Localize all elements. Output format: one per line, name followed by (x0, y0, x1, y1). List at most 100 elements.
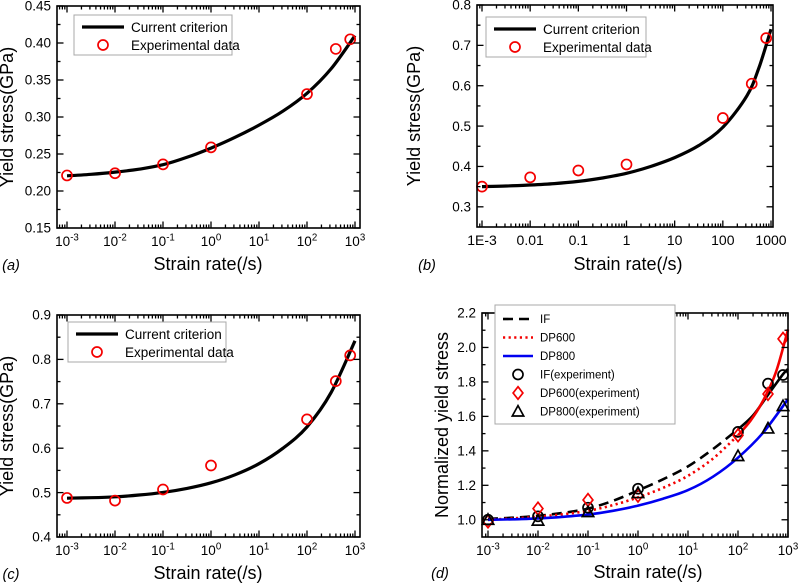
panel-c-tick-labels: 10-3 10-2 10-1 100 101 102 103 0.4 0.5 0.6 0.7 0.8 0… (32, 308, 365, 558)
x-tick-label: 100 (201, 232, 222, 249)
triangle-marker-icon (510, 403, 526, 417)
series-line (66, 340, 357, 500)
triangle-marker-icon (730, 448, 746, 462)
circle-marker-icon (760, 32, 773, 44)
circle-marker-icon (61, 492, 73, 504)
y-tick-label: 1.4 (457, 444, 476, 459)
circle-marker-icon (532, 510, 544, 523)
x-tick-label: 100 (201, 541, 222, 558)
panel-letter: (b) (418, 258, 436, 274)
x-tick-label: 1 (623, 232, 631, 248)
panel-b-series (476, 28, 773, 193)
legend-label: IF (540, 314, 550, 326)
x-tick-label: 10-2 (103, 541, 127, 558)
circle-marker-icon (205, 459, 217, 472)
circle-marker-icon (512, 368, 524, 381)
circle-marker-icon (620, 158, 633, 171)
panel-a-legend: Current criterion Experimental data (73, 14, 240, 56)
x-tick-label: 101 (249, 232, 269, 249)
x-tick-label: 1000 (755, 232, 786, 248)
circle-marker-icon (716, 112, 729, 124)
y-tick-label: 1.0 (457, 512, 476, 527)
chart-b-canvas: 1E-3 0.01 0.1 1 10 100 1000 0.3 0.4 0.5 0.6 0.7 0.8 C… (400, 0, 800, 292)
circle-marker-icon (509, 41, 521, 53)
chart-c-canvas: 10-3 10-2 10-1 100 101 102 103 0.4 0.5 0.6 0.7 0.8 0… (0, 292, 400, 584)
x-tick-label: 0.01 (517, 232, 544, 248)
panel-c-axes (56, 314, 361, 538)
x-axis-label: Strain rate(/s) (153, 563, 262, 583)
panel-a: 10-3 10-2 10-1 100 101 102 103 0.15 0.20 0.25 0.30… (0, 0, 400, 292)
x-tick-label: 10-2 (526, 541, 550, 558)
y-tick-label: 0.30 (25, 110, 51, 125)
panel-d-titles: Strain rate(/s) Normalized yield stress (d… (431, 332, 702, 582)
triangle-marker-icon (760, 420, 776, 434)
legend-label: IF(experiment) (540, 370, 615, 382)
triangle-marker-icon (480, 512, 496, 526)
x-tick-label: 103 (345, 541, 365, 558)
x-tick-label: 100 (711, 232, 735, 248)
circle-marker-icon (329, 375, 342, 388)
circle-marker-icon (301, 88, 313, 100)
chart-a-canvas: 10-3 10-2 10-1 100 101 102 103 0.15 0.20 0.25 0.30… (0, 0, 400, 292)
y-tick-label: 0.9 (32, 308, 51, 323)
legend-label: Experimental data (125, 345, 234, 360)
y-tick-label: 0.6 (452, 78, 471, 93)
y-tick-label: 0.4 (452, 159, 471, 174)
circle-marker-icon (344, 33, 357, 46)
x-tick-label: 100 (628, 541, 649, 558)
circle-marker-icon (572, 164, 585, 177)
x-tick-label: 0.1 (569, 232, 589, 248)
panel-b-axes (476, 4, 774, 228)
diamond-marker-icon (512, 385, 524, 401)
series-line (487, 398, 790, 522)
circle-marker-icon (632, 482, 644, 495)
circle-marker-icon (157, 158, 169, 171)
series-line (481, 28, 773, 189)
y-tick-label: 0.7 (32, 397, 51, 412)
y-tick-label: 0.5 (32, 485, 51, 500)
y-tick-label: 0.3 (452, 200, 471, 215)
legend-label: DP600(experiment) (540, 388, 640, 400)
circle-marker-icon (344, 349, 357, 362)
y-tick-label: 0.35 (25, 73, 51, 88)
y-tick-label: 0.8 (452, 0, 471, 13)
triangle-marker-icon (630, 485, 646, 499)
panel-d-legend: IF DP600 DP800 IF(experiment) DP600(experime… (494, 304, 676, 425)
circle-marker-icon (582, 501, 594, 514)
legend-label: DP800(experiment) (540, 407, 640, 419)
panel-b: 1E-3 0.01 0.1 1 10 100 1000 0.3 0.4 0.5 0.6 0.7 0.8 C… (400, 0, 800, 292)
panel-b-titles: Strain rate(/s) Yield stress(GPa) (b) (404, 46, 683, 274)
x-tick-label: 102 (297, 232, 317, 249)
series-line (66, 34, 357, 178)
triangle-marker-icon (775, 398, 791, 412)
legend-label: Current criterion (543, 22, 640, 37)
circle-marker-icon (109, 167, 121, 180)
x-tick-label: 10-2 (103, 232, 127, 249)
x-tick-label: 10 (667, 232, 683, 248)
panel-letter: (a) (2, 258, 20, 274)
y-tick-label: 0.20 (25, 184, 51, 199)
y-axis-label: Normalized yield stress (432, 332, 452, 518)
circle-marker-icon (109, 494, 121, 507)
panel-d: 10-3 10-2 10-1 100 101 102 103 1.0 1.2 1.4 1.6 1.8 2… (400, 292, 800, 584)
x-tick-label: 10-1 (151, 541, 175, 558)
chart-d-canvas: 10-3 10-2 10-1 100 101 102 103 1.0 1.2 1.4 1.6 1.8 2… (400, 292, 800, 584)
x-tick-label: 102 (728, 541, 748, 558)
circle-marker-icon (732, 426, 744, 438)
x-tick-label: 103 (345, 232, 365, 249)
legend-label: Current criterion (131, 20, 228, 35)
x-tick-label: 10-1 (151, 232, 175, 249)
panel-a-tick-labels: 10-3 10-2 10-1 100 101 102 103 0.15 0.20 0.25 0.30… (25, 0, 366, 249)
circle-marker-icon (745, 77, 758, 90)
y-axis-label: Yield stress(GPa) (0, 47, 17, 187)
y-tick-label: 0.5 (452, 119, 471, 134)
y-tick-label: 2.0 (457, 340, 476, 355)
panel-a-axes (56, 5, 361, 229)
x-tick-label: 102 (297, 541, 317, 558)
x-axis-label: Strain rate(/s) (153, 254, 262, 274)
panel-c-legend: Current criterion Experimental data (67, 321, 234, 363)
panel-c-titles: Strain rate(/s) Yield stress(GPa) (c) (0, 356, 263, 583)
circle-marker-icon (329, 43, 342, 55)
circle-marker-icon (61, 169, 73, 182)
